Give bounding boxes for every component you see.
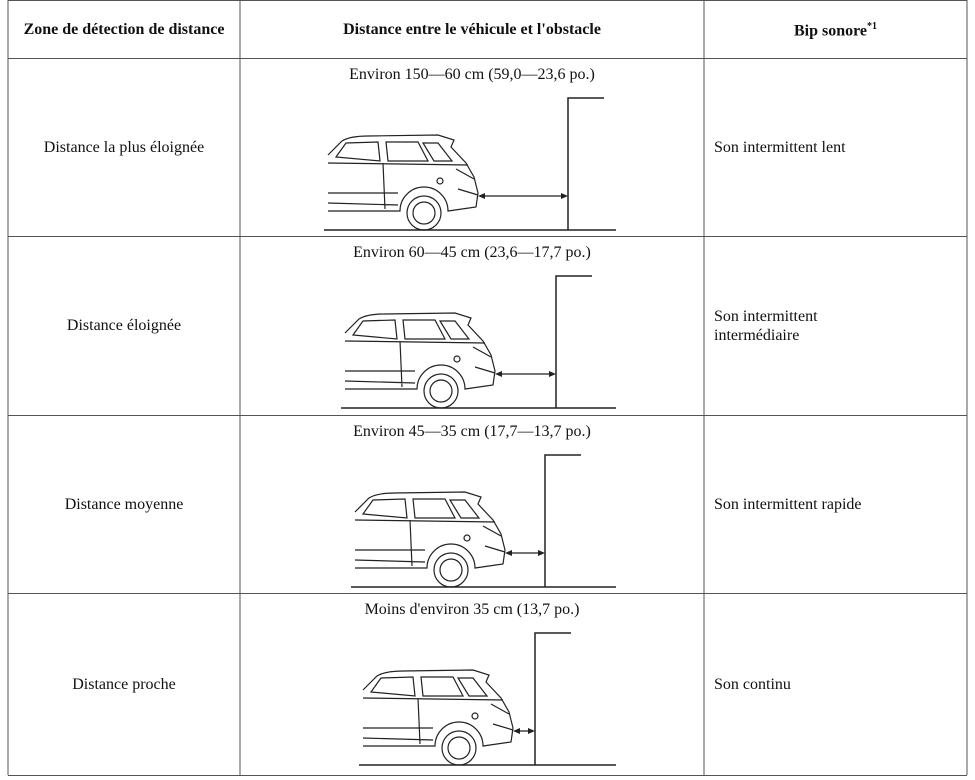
car-window bbox=[361, 498, 481, 519]
sound-cell: Son continu bbox=[704, 593, 894, 775]
car-light bbox=[436, 177, 444, 185]
car-rim bbox=[429, 379, 453, 403]
cell-text: Distance la plus éloignée bbox=[43, 138, 205, 156]
distance-label: Environ 45—35 cm (17,7—13,7 po.) bbox=[240, 423, 704, 443]
footnote-mark: *1 bbox=[867, 21, 878, 33]
arrow-head bbox=[513, 728, 535, 734]
car-illustration bbox=[344, 312, 496, 409]
car-illustration bbox=[327, 134, 479, 231]
header-cell: Distance entre le véhicule et l'obstacle bbox=[240, 0, 704, 58]
car-body bbox=[327, 134, 479, 212]
obstacle-wall bbox=[555, 275, 592, 408]
car-window bbox=[369, 676, 489, 697]
obstacle-wall bbox=[534, 632, 571, 765]
arrow-head bbox=[495, 371, 556, 377]
car-window bbox=[334, 141, 454, 162]
cell-text: Son intermittent lent bbox=[714, 138, 846, 156]
car-rim bbox=[412, 201, 436, 225]
cell-text: Environ 45—35 cm (17,7—13,7 po.) bbox=[353, 423, 591, 440]
cell-text: Son intermittent intermédiaire bbox=[714, 307, 818, 344]
cell-text: Zone de détection de distance bbox=[23, 20, 225, 38]
zone-cell: Distance la plus éloignée bbox=[8, 58, 240, 236]
car-detail bbox=[344, 340, 496, 388]
sound-cell: Son intermittent lent bbox=[704, 58, 894, 236]
header-cell: Bip sonore*1 bbox=[704, 0, 967, 58]
car-detail bbox=[354, 519, 506, 567]
cell-text: Moins d'environ 35 cm (13,7 po.) bbox=[364, 601, 580, 618]
cell-text: Distance proche bbox=[72, 675, 176, 693]
distance-label: Environ 60—45 cm (23,6—17,7 po.) bbox=[240, 244, 704, 264]
cell-text: Environ 60—45 cm (23,6—17,7 po.) bbox=[353, 244, 591, 261]
cell-text: Distance entre le véhicule et l'obstacle bbox=[343, 20, 601, 38]
cell-text: Distance moyenne bbox=[64, 495, 184, 513]
zone-cell: Distance proche bbox=[8, 593, 240, 775]
header-cell: Zone de détection de distance bbox=[8, 0, 240, 58]
car-body bbox=[344, 312, 496, 390]
car-light bbox=[471, 712, 479, 720]
obstacle-wall bbox=[567, 97, 604, 230]
car-illustration bbox=[362, 669, 514, 766]
zone-cell: Distance éloignée bbox=[8, 236, 240, 415]
cell-text: Son intermittent rapide bbox=[714, 495, 862, 513]
car-rim bbox=[447, 736, 471, 760]
cell-text: Son continu bbox=[714, 675, 791, 693]
distance-label: Moins d'environ 35 cm (13,7 po.) bbox=[240, 601, 704, 621]
cell-text: Distance éloignée bbox=[66, 317, 182, 334]
car-window bbox=[351, 319, 471, 340]
car-tire bbox=[441, 730, 477, 766]
distance-label: Environ 150—60 cm (59,0—23,6 po.) bbox=[240, 66, 704, 86]
cell-text: Environ 150—60 cm (59,0—23,6 po.) bbox=[349, 66, 595, 83]
obstacle-wall bbox=[544, 454, 581, 587]
car-illustration bbox=[354, 491, 506, 588]
car-detail bbox=[327, 162, 479, 210]
car-rim bbox=[439, 558, 463, 582]
car-tire bbox=[406, 195, 442, 231]
sound-cell: Son intermittent intermédiaire bbox=[704, 236, 894, 415]
car-detail bbox=[362, 697, 514, 745]
zone-cell: Distance moyenne bbox=[8, 415, 240, 593]
car-light bbox=[463, 534, 471, 542]
cell-text: Bip sonore*1 bbox=[793, 21, 878, 40]
car-tire bbox=[433, 552, 469, 588]
car-body bbox=[362, 669, 514, 747]
sound-cell: Son intermittent rapide bbox=[704, 415, 894, 593]
car-light bbox=[453, 355, 461, 363]
car-body bbox=[354, 491, 506, 569]
car-tire bbox=[423, 373, 459, 409]
